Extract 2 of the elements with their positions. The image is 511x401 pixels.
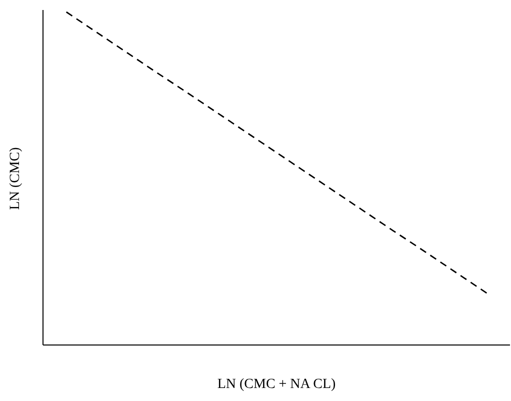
y-axis-title: LN (CMC): [8, 146, 23, 210]
x-axis-title: LN (CMC + NA CL): [217, 377, 336, 392]
